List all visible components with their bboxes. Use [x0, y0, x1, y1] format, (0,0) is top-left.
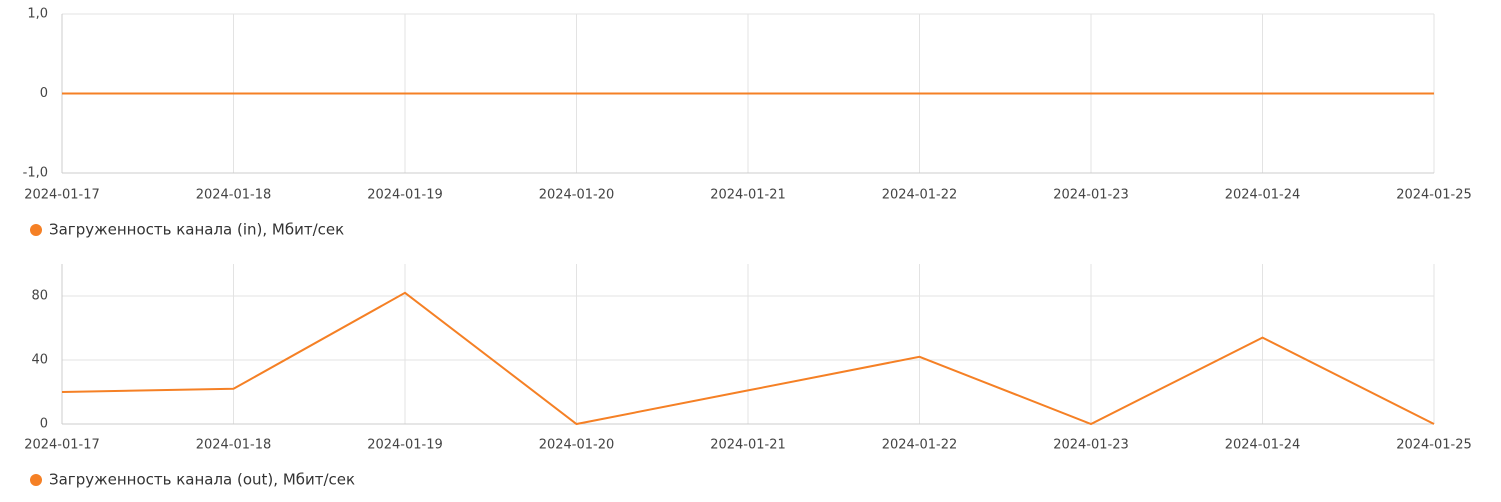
x-tick-label: 2024-01-23 [1053, 438, 1129, 453]
y-tick-label: 0 [40, 86, 48, 101]
legend-label: Загруженность канала (in), Мбит/сек [49, 221, 344, 239]
y-tick-label: -1,0 [23, 166, 48, 181]
x-tick-label: 2024-01-22 [882, 438, 958, 453]
x-tick-label: 2024-01-24 [1225, 188, 1301, 203]
x-tick-label: 2024-01-23 [1053, 188, 1129, 203]
y-tick-label: 40 [31, 353, 48, 368]
y-tick-label: 80 [31, 289, 48, 304]
x-tick-label: 2024-01-18 [196, 438, 272, 453]
x-tick-label: 2024-01-19 [367, 438, 443, 453]
line [61, 291, 1435, 426]
x-tick-label: 2024-01-20 [539, 438, 615, 453]
legend-marker [30, 474, 42, 486]
x-tick-label: 2024-01-17 [24, 188, 100, 203]
x-tick-label: 2024-01-17 [24, 438, 100, 453]
x-tick-label: 2024-01-18 [196, 188, 272, 203]
x-tick-label: 2024-01-22 [882, 188, 958, 203]
x-tick-label: 2024-01-24 [1225, 438, 1301, 453]
legend-marker [30, 224, 42, 236]
x-tick-label: 2024-01-21 [710, 438, 786, 453]
x-tick-label: 2024-01-20 [539, 188, 615, 203]
x-tick-label: 2024-01-25 [1396, 188, 1472, 203]
x-tick-label: 2024-01-19 [367, 188, 443, 203]
x-tick-label: 2024-01-21 [710, 188, 786, 203]
y-tick-label: 0 [40, 417, 48, 432]
legend-label: Загруженность канала (out), Мбит/сек [49, 471, 355, 489]
y-tick-label: 1,0 [27, 7, 48, 22]
x-tick-label: 2024-01-25 [1396, 438, 1472, 453]
